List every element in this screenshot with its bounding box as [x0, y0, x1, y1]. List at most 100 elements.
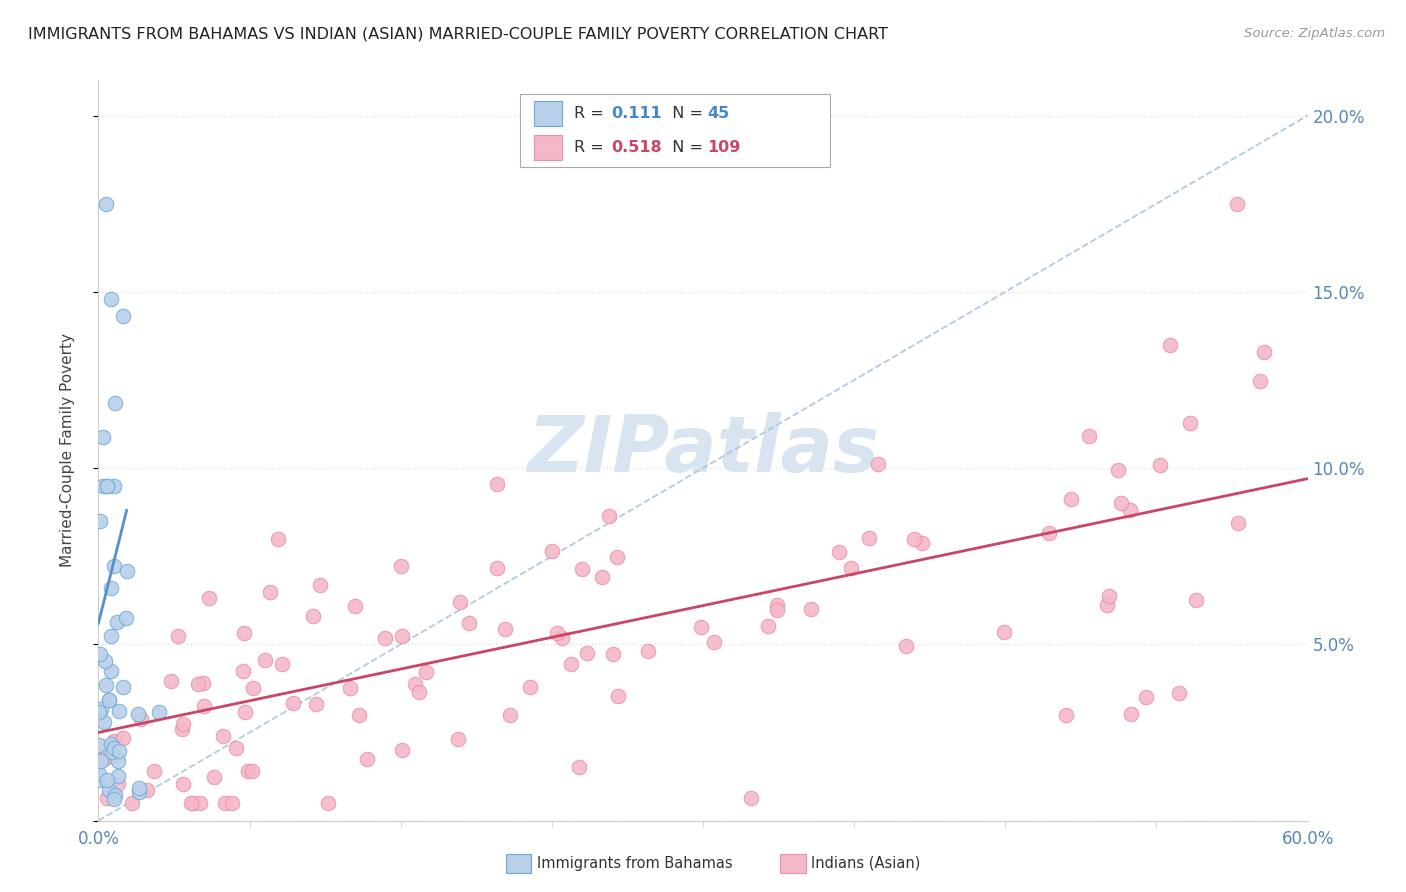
- Point: [373, 631, 395, 645]
- Point: [485, 476, 508, 491]
- Point: [598, 508, 620, 523]
- Point: [1095, 598, 1118, 612]
- Point: [202, 770, 225, 784]
- Point: [1098, 589, 1121, 603]
- Point: [765, 598, 787, 612]
- Point: [1149, 458, 1171, 473]
- Point: [193, 676, 215, 690]
- Point: [129, 712, 152, 726]
- Point: [89, 739, 111, 753]
- Point: [160, 674, 183, 689]
- Point: [181, 796, 204, 810]
- Text: R =: R =: [574, 106, 609, 120]
- Point: [266, 532, 288, 546]
- Point: [225, 741, 247, 756]
- Point: [103, 741, 125, 756]
- Y-axis label: Married-Couple Family Poverty: Married-Couple Family Poverty: [60, 334, 75, 567]
- Point: [519, 680, 541, 694]
- Point: [101, 749, 124, 764]
- Point: [103, 792, 125, 806]
- Text: 0.111: 0.111: [612, 106, 662, 120]
- Point: [316, 796, 339, 810]
- Text: N =: N =: [662, 106, 709, 120]
- Point: [111, 310, 134, 324]
- Point: [107, 744, 129, 758]
- Point: [389, 559, 412, 574]
- Point: [121, 796, 143, 810]
- Point: [1249, 374, 1271, 388]
- Point: [214, 796, 236, 810]
- Point: [96, 479, 118, 493]
- Point: [103, 734, 125, 748]
- Point: [486, 560, 509, 574]
- Point: [114, 611, 136, 625]
- Point: [993, 624, 1015, 639]
- Point: [91, 430, 114, 444]
- Point: [100, 737, 122, 751]
- Point: [911, 535, 934, 549]
- Point: [1060, 491, 1083, 506]
- Point: [800, 601, 823, 615]
- Point: [903, 532, 925, 546]
- Point: [302, 608, 325, 623]
- Text: 45: 45: [707, 106, 730, 120]
- Point: [591, 570, 613, 584]
- Point: [107, 769, 129, 783]
- Point: [1159, 338, 1181, 352]
- Point: [236, 764, 259, 778]
- Point: [89, 705, 111, 719]
- Point: [1226, 196, 1249, 211]
- Text: 0.518: 0.518: [612, 140, 662, 154]
- Point: [128, 784, 150, 798]
- Point: [498, 707, 520, 722]
- Point: [270, 657, 292, 672]
- Point: [96, 479, 118, 493]
- Point: [1178, 416, 1201, 430]
- Point: [765, 603, 787, 617]
- Point: [100, 629, 122, 643]
- Point: [136, 782, 159, 797]
- Point: [89, 514, 111, 528]
- Point: [404, 677, 426, 691]
- Point: [101, 745, 124, 759]
- Point: [91, 479, 114, 493]
- Point: [894, 640, 917, 654]
- Point: [1253, 345, 1275, 359]
- Point: [449, 595, 471, 609]
- Point: [104, 396, 127, 410]
- Point: [142, 764, 165, 778]
- Point: [858, 531, 880, 545]
- Point: [1038, 525, 1060, 540]
- Text: R =: R =: [574, 140, 609, 154]
- Point: [253, 653, 276, 667]
- Point: [1077, 429, 1099, 443]
- Point: [839, 560, 862, 574]
- Point: [232, 626, 254, 640]
- Point: [89, 767, 111, 781]
- Point: [172, 716, 194, 731]
- Point: [128, 780, 150, 795]
- Point: [93, 751, 115, 765]
- Point: [356, 752, 378, 766]
- Point: [148, 705, 170, 719]
- Point: [703, 634, 725, 648]
- Point: [447, 732, 470, 747]
- Point: [107, 754, 129, 768]
- Point: [172, 777, 194, 791]
- Point: [193, 698, 215, 713]
- Point: [232, 664, 254, 678]
- Point: [1185, 592, 1208, 607]
- Point: [415, 665, 437, 679]
- Point: [172, 723, 194, 737]
- Point: [408, 685, 430, 699]
- Point: [198, 591, 221, 605]
- Point: [103, 479, 125, 493]
- Point: [571, 561, 593, 575]
- Point: [90, 702, 112, 716]
- Point: [637, 644, 659, 658]
- Point: [221, 796, 243, 810]
- Point: [211, 729, 233, 743]
- Point: [391, 629, 413, 643]
- Point: [309, 578, 332, 592]
- Point: [96, 791, 118, 805]
